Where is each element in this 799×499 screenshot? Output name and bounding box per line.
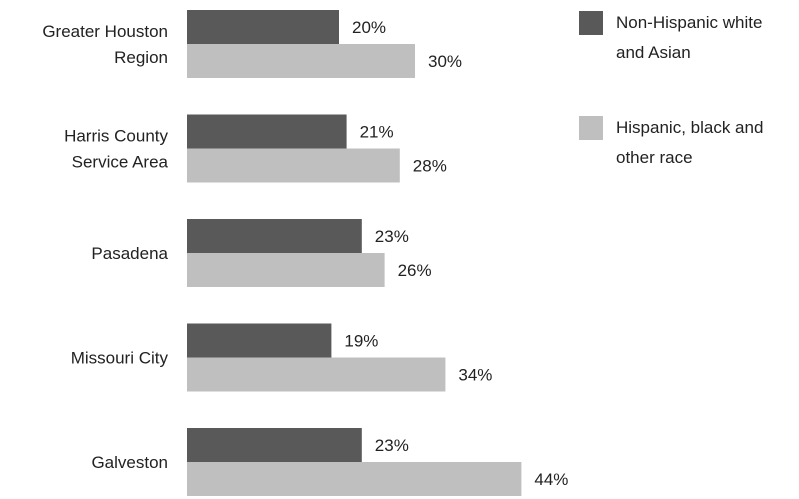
bar-hispanic-black-other [187, 44, 415, 78]
value-label: 28% [413, 157, 447, 176]
value-label: 23% [375, 227, 409, 246]
legend-label: other race [616, 148, 693, 167]
legend-swatch [579, 116, 603, 140]
value-labels: 20% 30% 21% 28% 23% 26% 19% 34% 23% 44% [344, 18, 568, 489]
bar-hispanic-black-other [187, 357, 446, 392]
value-label: 26% [398, 261, 432, 280]
bar-non-hispanic-white-asian [187, 219, 362, 253]
legend-label: and Asian [616, 43, 691, 62]
value-label: 23% [375, 436, 409, 455]
value-label: 20% [352, 18, 386, 37]
bar-non-hispanic-white-asian [187, 114, 347, 149]
category-label: Harris County [64, 127, 168, 146]
category-label: Greater Houston [42, 22, 168, 41]
legend-label: Non-Hispanic white [616, 13, 762, 32]
value-label: 19% [344, 332, 378, 351]
value-label: 34% [458, 366, 492, 385]
bar-hispanic-black-other [187, 462, 522, 496]
category-labels: Greater Houston Region Harris County Servic… [42, 22, 168, 472]
legend: Non-Hispanic white and Asian Hispanic, bla… [579, 11, 763, 167]
bar-non-hispanic-white-asian [187, 10, 339, 44]
bar-hispanic-black-other [187, 148, 400, 183]
bar-hispanic-black-other [187, 253, 385, 287]
legend-swatch [579, 11, 603, 35]
bar-non-hispanic-white-asian [187, 428, 362, 462]
category-label: Region [114, 48, 168, 67]
bar-non-hispanic-white-asian [187, 323, 332, 358]
value-label: 30% [428, 52, 462, 71]
legend-label: Hispanic, black and [616, 118, 763, 137]
category-label: Galveston [91, 453, 168, 472]
value-label: 44% [534, 470, 568, 489]
value-label: 21% [360, 123, 394, 142]
category-label: Service Area [72, 153, 169, 172]
bars [187, 10, 522, 496]
category-label: Pasadena [91, 244, 168, 263]
category-label: Missouri City [71, 349, 169, 368]
